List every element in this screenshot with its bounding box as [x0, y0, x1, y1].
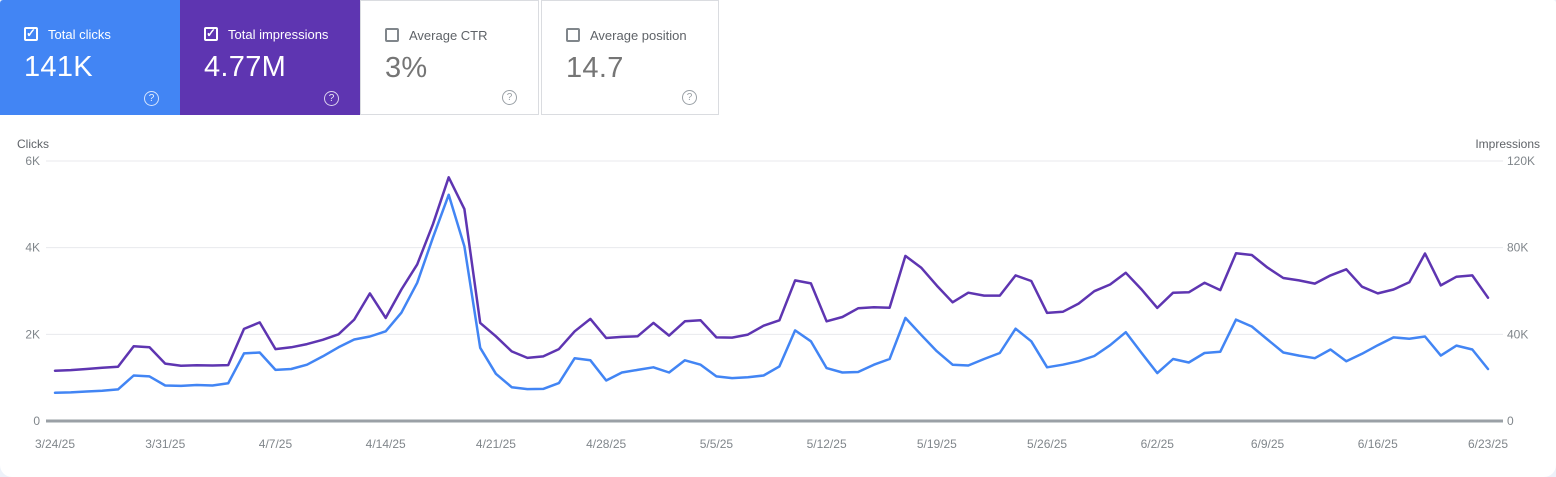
- x-axis-tick: 5/5/25: [700, 437, 734, 451]
- x-axis-tick: 5/12/25: [807, 437, 847, 451]
- card-header: Average CTR: [385, 27, 538, 43]
- right-axis-tick: 120K: [1507, 154, 1535, 168]
- total-clicks-label: Total clicks: [48, 26, 111, 42]
- clicks-line: [53, 193, 1490, 395]
- metric-cards: Total clicks 141K Total impressions 4.77…: [0, 0, 719, 115]
- metric-card-average-position[interactable]: Average position 14.7: [541, 0, 719, 115]
- x-axis-tick: 4/28/25: [586, 437, 626, 451]
- impressions-line: [53, 176, 1490, 372]
- x-axis-tick: 4/7/25: [259, 437, 293, 451]
- total-impressions-label: Total impressions: [228, 26, 329, 42]
- average-position-label: Average position: [590, 27, 687, 43]
- card-header: Total clicks: [24, 26, 180, 42]
- right-axis-tick: 80K: [1507, 241, 1528, 255]
- left-axis-tick: 6K: [25, 154, 40, 168]
- x-axis-tick: 3/24/25: [35, 437, 75, 451]
- average-position-checkbox[interactable]: [566, 28, 580, 42]
- average-position-value: 14.7: [566, 52, 624, 84]
- metric-card-average-ctr[interactable]: Average CTR 3%: [360, 0, 539, 115]
- help-icon[interactable]: [502, 90, 517, 105]
- average-ctr-label: Average CTR: [409, 27, 488, 43]
- x-axis-tick: 6/16/25: [1358, 437, 1398, 451]
- right-axis-tick: 40K: [1507, 327, 1528, 341]
- help-icon[interactable]: [144, 91, 159, 106]
- x-axis-tick: 6/9/25: [1251, 437, 1285, 451]
- metric-card-total-clicks[interactable]: Total clicks 141K: [0, 0, 180, 115]
- x-axis-tick: 5/26/25: [1027, 437, 1067, 451]
- average-ctr-checkbox[interactable]: [385, 28, 399, 42]
- help-icon[interactable]: [682, 90, 697, 105]
- right-axis-title: Impressions: [1475, 137, 1540, 151]
- total-clicks-value: 141K: [24, 51, 93, 83]
- x-axis-tick: 5/19/25: [917, 437, 957, 451]
- x-axis-tick: 3/31/25: [145, 437, 185, 451]
- x-axis-tick: 6/2/25: [1141, 437, 1175, 451]
- total-clicks-checkbox[interactable]: [24, 26, 38, 41]
- x-axis-tick: 4/14/25: [366, 437, 406, 451]
- left-axis-tick: 4K: [25, 241, 40, 255]
- metric-card-total-impressions[interactable]: Total impressions 4.77M: [180, 0, 360, 115]
- x-axis-tick: 6/23/25: [1468, 437, 1508, 451]
- left-axis-tick: 0: [33, 414, 40, 428]
- card-header: Average position: [566, 27, 718, 43]
- left-axis-title: Clicks: [17, 137, 49, 151]
- total-impressions-checkbox[interactable]: [204, 26, 218, 41]
- total-impressions-value: 4.77M: [204, 51, 287, 83]
- left-axis-tick: 2K: [25, 327, 40, 341]
- help-icon[interactable]: [324, 91, 339, 106]
- x-axis-tick: 4/21/25: [476, 437, 516, 451]
- average-ctr-value: 3%: [385, 52, 428, 84]
- right-axis-tick: 0: [1507, 414, 1514, 428]
- card-header: Total impressions: [204, 26, 360, 42]
